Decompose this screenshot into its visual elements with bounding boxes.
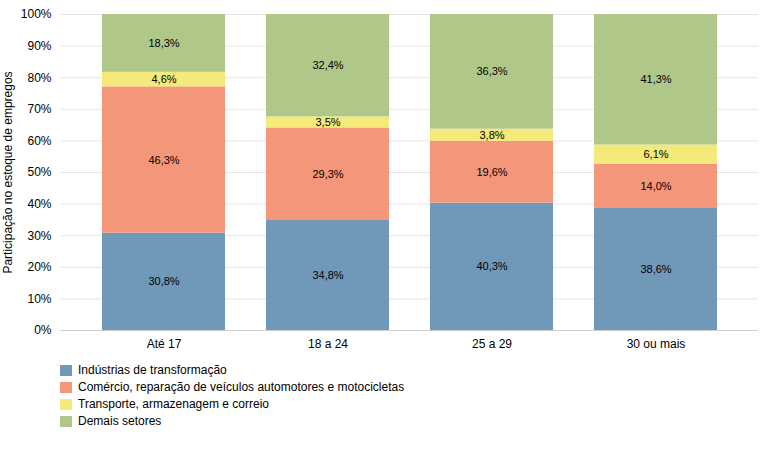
svg-text:100%: 100%	[21, 7, 52, 21]
svg-text:14,0%: 14,0%	[640, 180, 671, 192]
svg-text:Participação no estoque de emp: Participação no estoque de empregos	[1, 71, 15, 273]
svg-text:18,3%: 18,3%	[148, 37, 179, 49]
svg-text:32,4%: 32,4%	[312, 59, 343, 71]
svg-text:6,1%: 6,1%	[643, 148, 668, 160]
svg-text:4,6%: 4,6%	[151, 73, 176, 85]
svg-text:41,3%: 41,3%	[640, 73, 671, 85]
svg-text:36,3%: 36,3%	[476, 65, 507, 77]
svg-text:90%: 90%	[27, 39, 51, 53]
html-text:Demais setores: Demais setores	[78, 414, 162, 428]
svg-text:25 a 29: 25 a 29	[472, 337, 512, 351]
svg-text:30,8%: 30,8%	[148, 275, 179, 287]
svg-text:50%: 50%	[27, 165, 51, 179]
svg-text:80%: 80%	[27, 71, 51, 85]
svg-text:20%: 20%	[27, 260, 51, 274]
svg-text:0%: 0%	[34, 323, 52, 337]
svg-text:3,5%: 3,5%	[315, 116, 340, 128]
svg-text:34,8%: 34,8%	[312, 269, 343, 281]
svg-text:30 ou mais: 30 ou mais	[627, 337, 686, 351]
svg-text:18 a 24: 18 a 24	[308, 337, 348, 351]
svg-text:40%: 40%	[27, 197, 51, 211]
svg-text:38,6%: 38,6%	[640, 263, 671, 275]
svg-text:60%: 60%	[27, 134, 51, 148]
html-text:Transporte, armazenagem e corr: Transporte, armazenagem e correio	[78, 397, 269, 411]
svg-text:30%: 30%	[27, 229, 51, 243]
svg-text:Até 17: Até 17	[147, 337, 182, 351]
svg-text:19,6%: 19,6%	[476, 166, 507, 178]
svg-text:70%: 70%	[27, 102, 51, 116]
html-text:Comércio, reparação de veículo: Comércio, reparação de veículos automoto…	[78, 380, 405, 394]
html-text:Indústrias de transformação: Indústrias de transformação	[78, 363, 227, 377]
svg-text:29,3%: 29,3%	[312, 168, 343, 180]
svg-text:40,3%: 40,3%	[476, 260, 507, 272]
svg-text:10%: 10%	[27, 292, 51, 306]
svg-text:46,3%: 46,3%	[148, 154, 179, 166]
svg-text:3,8%: 3,8%	[479, 129, 504, 141]
